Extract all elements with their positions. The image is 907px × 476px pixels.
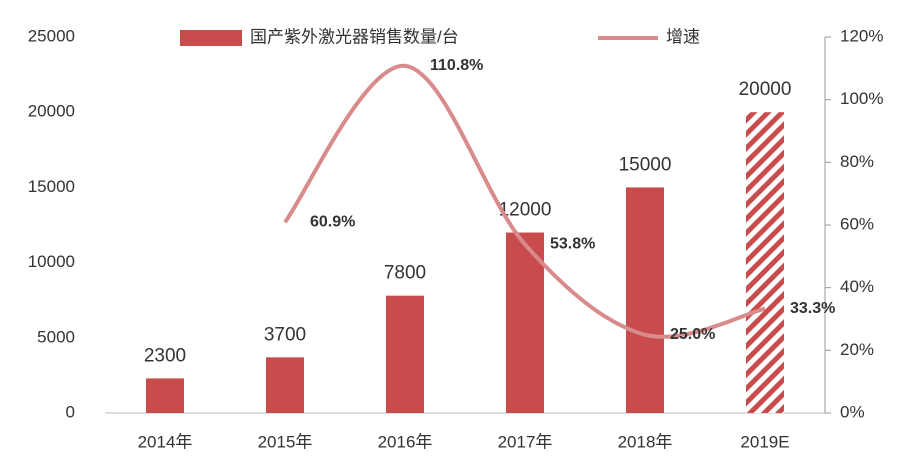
line-value-label: 60.9% [310,213,355,230]
bar-value-label: 12000 [499,200,552,221]
bar [746,112,784,413]
legend-swatch [180,30,242,46]
line-value-label: 33.3% [790,300,835,317]
x-tick-label: 2019E [740,432,789,451]
y-tick-label: 0 [66,402,75,421]
bar [626,187,664,413]
x-tick-label: 2014年 [138,432,193,451]
x-tick-label: 2017年 [498,432,553,451]
x-tick-label: 2016年 [378,432,433,451]
y2-tick-label: 0% [840,402,865,421]
x-tick-label: 2015年 [258,432,313,451]
line-value-label: 25.0% [670,326,715,343]
line-value-label: 53.8% [550,236,595,253]
bar-value-label: 7800 [384,263,426,284]
y2-tick-label: 20% [840,340,874,359]
line-value-label: 110.8% [430,57,483,74]
legend-label: 增速 [666,27,700,46]
bar [506,232,544,413]
bar [386,295,424,413]
y2-tick-label: 40% [840,277,874,296]
y2-tick-label: 80% [840,152,874,171]
bar [266,357,304,413]
bar-value-label: 20000 [739,79,792,100]
legend-label: 国产紫外激光器销售数量/台 [250,27,459,46]
bar-value-label: 2300 [144,345,186,366]
y-tick-label: 20000 [28,102,75,121]
y2-tick-label: 100% [840,89,883,108]
y2-tick-label: 60% [840,214,874,233]
growth-line [283,63,766,339]
bar-value-label: 3700 [264,324,306,345]
bar-value-label: 15000 [619,154,672,175]
y-tick-label: 15000 [28,177,75,196]
y2-tick-label: 120% [840,26,883,45]
x-tick-label: 2018年 [618,432,673,451]
bar [146,378,184,413]
y-tick-label: 10000 [28,252,75,271]
y-tick-label: 5000 [37,327,75,346]
y-tick-label: 25000 [28,26,75,45]
